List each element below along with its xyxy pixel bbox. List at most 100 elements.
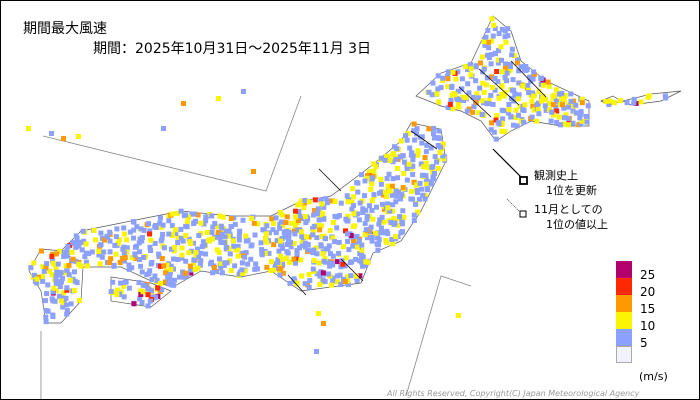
- station-marker: [411, 121, 417, 127]
- station-marker: [380, 192, 386, 198]
- november-high-line2: 1位の値以上: [546, 218, 608, 231]
- station-marker: [398, 154, 404, 160]
- station-marker: [453, 76, 459, 82]
- station-marker: [490, 33, 496, 39]
- station-marker: [498, 44, 504, 50]
- station-marker: [476, 95, 482, 101]
- station-marker: [330, 253, 336, 259]
- station-marker: [514, 123, 520, 129]
- station-marker: [455, 88, 461, 94]
- station-marker: [631, 100, 637, 106]
- station-marker: [119, 255, 125, 261]
- station-marker: [473, 100, 479, 106]
- station-marker: [350, 238, 356, 244]
- station-marker: [121, 250, 127, 256]
- station-marker: [64, 311, 70, 317]
- station-marker: [509, 52, 515, 58]
- station-marker: [566, 122, 572, 128]
- station-marker: [201, 221, 207, 227]
- station-marker: [294, 251, 300, 257]
- station-marker: [278, 238, 284, 244]
- station-marker: [302, 198, 308, 204]
- station-marker: [49, 131, 54, 136]
- station-marker: [190, 240, 196, 246]
- station-marker: [566, 104, 572, 110]
- legend-swatch: [616, 278, 632, 295]
- station-marker: [354, 278, 360, 284]
- station-marker: [296, 208, 302, 214]
- station-marker: [445, 105, 451, 111]
- station-marker: [330, 275, 336, 281]
- station-marker: [183, 233, 189, 239]
- station-marker: [253, 261, 259, 267]
- station-marker: [310, 232, 316, 238]
- station-marker: [371, 192, 377, 198]
- station-marker: [387, 188, 393, 194]
- station-marker: [455, 102, 461, 108]
- station-marker: [64, 248, 70, 254]
- station-marker: [499, 84, 505, 90]
- station-marker: [319, 234, 325, 240]
- station-marker: [113, 234, 119, 240]
- station-marker: [63, 302, 69, 308]
- station-marker: [379, 214, 385, 220]
- station-marker: [579, 96, 585, 102]
- station-marker: [273, 230, 279, 236]
- station-marker: [504, 70, 510, 76]
- station-marker: [42, 298, 48, 304]
- station-marker: [139, 269, 145, 275]
- region-boundary-lines: [40, 95, 472, 399]
- station-marker: [141, 255, 147, 261]
- station-marker: [175, 256, 181, 262]
- station-marker: [383, 238, 389, 244]
- station-marker: [334, 225, 340, 231]
- station-marker: [530, 90, 536, 96]
- station-marker: [485, 27, 491, 33]
- station-marker: [578, 109, 584, 115]
- station-marker: [411, 128, 417, 134]
- station-marker: [121, 225, 127, 231]
- legend-swatch: [616, 295, 632, 312]
- station-marker: [221, 240, 227, 246]
- station-marker: [312, 197, 318, 203]
- station-marker: [563, 112, 569, 118]
- station-marker: [499, 92, 505, 98]
- station-marker: [570, 108, 576, 114]
- station-marker: [173, 231, 179, 237]
- station-marker: [480, 98, 486, 104]
- station-marker: [389, 183, 395, 189]
- station-marker: [435, 86, 441, 92]
- station-marker: [193, 218, 199, 224]
- station-marker: [72, 240, 78, 246]
- station-marker: [221, 262, 227, 268]
- station-marker: [121, 231, 127, 237]
- station-marker: [470, 94, 476, 100]
- station-marker: [392, 144, 398, 150]
- station-marker: [49, 296, 55, 302]
- station-marker: [343, 216, 349, 222]
- station-marker: [375, 247, 381, 253]
- station-marker: [169, 211, 175, 217]
- station-marker: [483, 82, 489, 88]
- station-marker: [306, 199, 312, 205]
- station-marker: [410, 172, 416, 178]
- station-marker: [463, 95, 469, 101]
- station-marker: [197, 262, 203, 268]
- station-marker: [446, 69, 452, 75]
- station-marker: [549, 109, 555, 115]
- station-marker: [132, 252, 138, 258]
- station-marker: [362, 220, 368, 226]
- station-marker: [516, 68, 522, 74]
- station-marker: [146, 221, 152, 227]
- station-marker: [227, 251, 233, 257]
- station-marker: [299, 238, 305, 244]
- station-marker: [496, 121, 502, 127]
- station-marker: [408, 152, 414, 158]
- station-marker: [59, 275, 65, 281]
- station-marker: [140, 282, 146, 288]
- station-marker: [236, 234, 242, 240]
- station-marker: [418, 161, 424, 167]
- station-marker: [117, 291, 123, 297]
- station-marker: [152, 273, 158, 279]
- station-marker: [348, 232, 354, 238]
